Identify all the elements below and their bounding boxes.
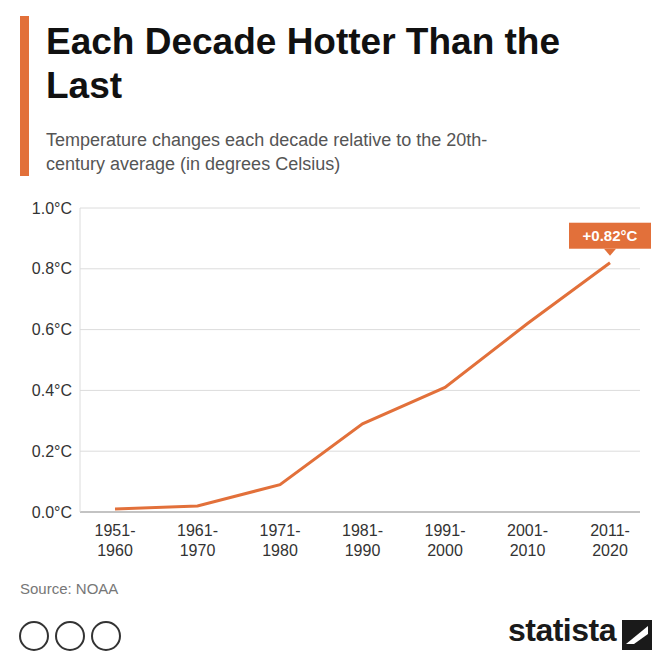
svg-text:1951-: 1951- <box>95 522 136 539</box>
svg-text:+0.82°C: +0.82°C <box>583 227 638 244</box>
svg-text:0.2°C: 0.2°C <box>32 443 72 460</box>
svg-text:2020: 2020 <box>592 542 628 559</box>
svg-text:1980: 1980 <box>262 542 298 559</box>
svg-text:0.0°C: 0.0°C <box>32 504 72 521</box>
svg-text:0.6°C: 0.6°C <box>32 321 72 338</box>
svg-text:1961-: 1961- <box>177 522 218 539</box>
svg-text:2000: 2000 <box>427 542 463 559</box>
svg-text:1971-: 1971- <box>260 522 301 539</box>
svg-text:2010: 2010 <box>510 542 546 559</box>
svg-text:2011-: 2011- <box>590 522 630 539</box>
svg-text:1981-: 1981- <box>342 522 383 539</box>
html-text:Each Decade Hotter Than the La: Each Decade Hotter Than the Last <box>46 21 560 106</box>
svg-text:1970: 1970 <box>180 542 216 559</box>
svg-text:1991-: 1991- <box>425 522 466 539</box>
svg-text:0.4°C: 0.4°C <box>32 382 72 399</box>
svg-text:0.8°C: 0.8°C <box>32 260 72 277</box>
html-text:Source: NOAA: Source: NOAA <box>20 580 119 597</box>
svg-text:1960: 1960 <box>97 542 133 559</box>
svg-text:2001-: 2001- <box>507 522 548 539</box>
svg-text:1990: 1990 <box>345 542 381 559</box>
html-text:statista: statista <box>508 612 616 648</box>
svg-text:1.0°C: 1.0°C <box>32 200 72 217</box>
html-text:Temperature changes each decad: Temperature changes each decade relative… <box>46 130 488 174</box>
